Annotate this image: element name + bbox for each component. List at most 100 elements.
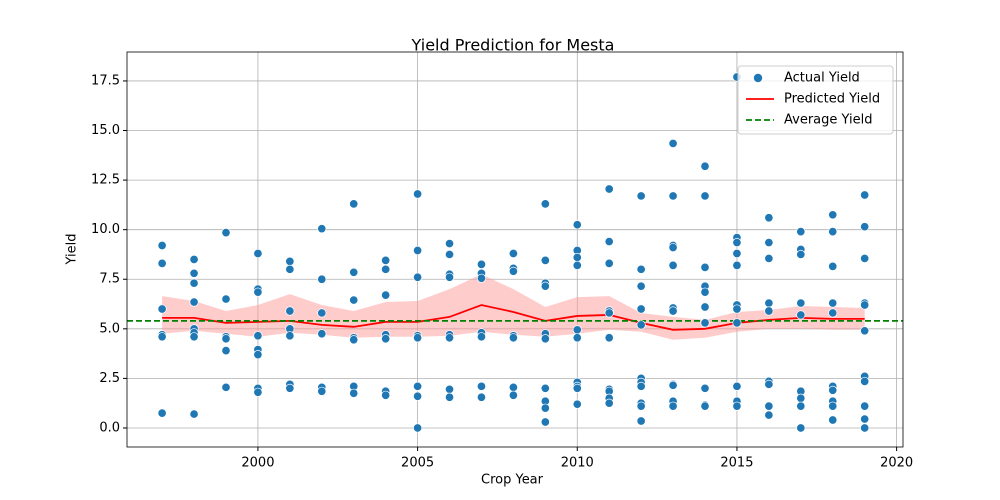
data-point [668, 401, 678, 411]
data-point [349, 295, 359, 305]
data-point [285, 264, 295, 274]
data-point [381, 334, 391, 344]
data-point [796, 227, 806, 237]
data-point [540, 255, 550, 265]
data-point [732, 248, 742, 259]
data-point [796, 249, 806, 260]
data-point [508, 382, 518, 392]
x-tick-label: 2000 [241, 456, 274, 471]
data-point [285, 306, 295, 316]
data-point [157, 304, 167, 314]
data-point [700, 318, 710, 328]
data-point [604, 308, 614, 318]
data-point [508, 248, 518, 259]
data-point [444, 392, 455, 402]
data-point [860, 414, 870, 424]
data-point [157, 240, 167, 251]
data-point [221, 334, 231, 344]
data-point [221, 346, 231, 356]
data-point [604, 258, 614, 268]
data-point [189, 268, 199, 278]
data-point [732, 318, 742, 328]
data-point [413, 423, 423, 433]
data-point [572, 260, 582, 270]
data-point [444, 272, 455, 282]
prediction-line [162, 304, 865, 331]
y-tick-label: 15.0 [91, 123, 120, 138]
data-point [604, 237, 614, 247]
data-point [476, 259, 487, 269]
data-point [189, 297, 199, 307]
data-point [349, 388, 359, 398]
y-axis-label: Yield [65, 234, 80, 266]
data-point [572, 333, 582, 343]
data-point [572, 399, 582, 409]
legend-label: Actual Yield [784, 71, 860, 86]
data-point [796, 393, 806, 403]
data-point [285, 256, 295, 266]
data-point [444, 249, 455, 260]
data-point [700, 401, 710, 411]
data-point [860, 423, 870, 433]
data-point [540, 281, 550, 291]
data-point [604, 398, 614, 408]
data-point [700, 262, 710, 272]
data-point [381, 255, 391, 265]
data-point [189, 332, 199, 342]
data-point [253, 331, 263, 341]
data-point [349, 199, 359, 209]
data-point [828, 308, 838, 318]
data-point [860, 222, 870, 232]
x-tick-label: 2010 [561, 456, 594, 471]
data-point [828, 385, 838, 395]
data-point [189, 254, 199, 264]
data-point [317, 308, 327, 318]
data-point [700, 161, 710, 171]
data-point [413, 272, 423, 282]
data-point [668, 242, 678, 253]
data-point [828, 401, 838, 411]
y-tick-label: 10.0 [91, 222, 120, 237]
data-point [732, 381, 742, 391]
data-point [349, 267, 359, 277]
data-point [157, 408, 167, 418]
data-point [540, 383, 550, 393]
data-point [860, 253, 870, 263]
data-point [189, 409, 199, 419]
x-tick-label: 2015 [720, 456, 753, 471]
data-point [444, 239, 455, 249]
data-point [732, 304, 742, 314]
data-point [285, 383, 295, 393]
data-point [764, 298, 774, 308]
data-point [732, 238, 742, 248]
data-point [413, 391, 423, 401]
data-point [381, 390, 391, 400]
data-point [668, 191, 678, 201]
data-point [221, 294, 231, 304]
data-point [764, 238, 774, 248]
data-point [285, 331, 295, 341]
data-point [253, 387, 263, 397]
chart-title: Yield Prediction for Mesta [411, 36, 615, 55]
data-point [381, 264, 391, 274]
data-point [413, 245, 423, 256]
data-point [540, 334, 550, 344]
data-point [636, 416, 646, 426]
data-point [540, 417, 550, 427]
data-point [349, 335, 359, 345]
data-point [253, 248, 263, 259]
data-point [604, 333, 614, 343]
data-point [636, 191, 646, 201]
data-point [508, 266, 518, 276]
data-point [668, 138, 678, 148]
x-tick-label: 2005 [401, 456, 434, 471]
data-point [413, 381, 423, 391]
data-point [700, 383, 710, 393]
data-point [732, 401, 742, 411]
y-tick-label: 0.0 [99, 420, 120, 435]
data-point [828, 298, 838, 308]
legend-label: Average Yield [784, 113, 872, 128]
data-point [444, 333, 455, 343]
data-point [668, 306, 678, 316]
